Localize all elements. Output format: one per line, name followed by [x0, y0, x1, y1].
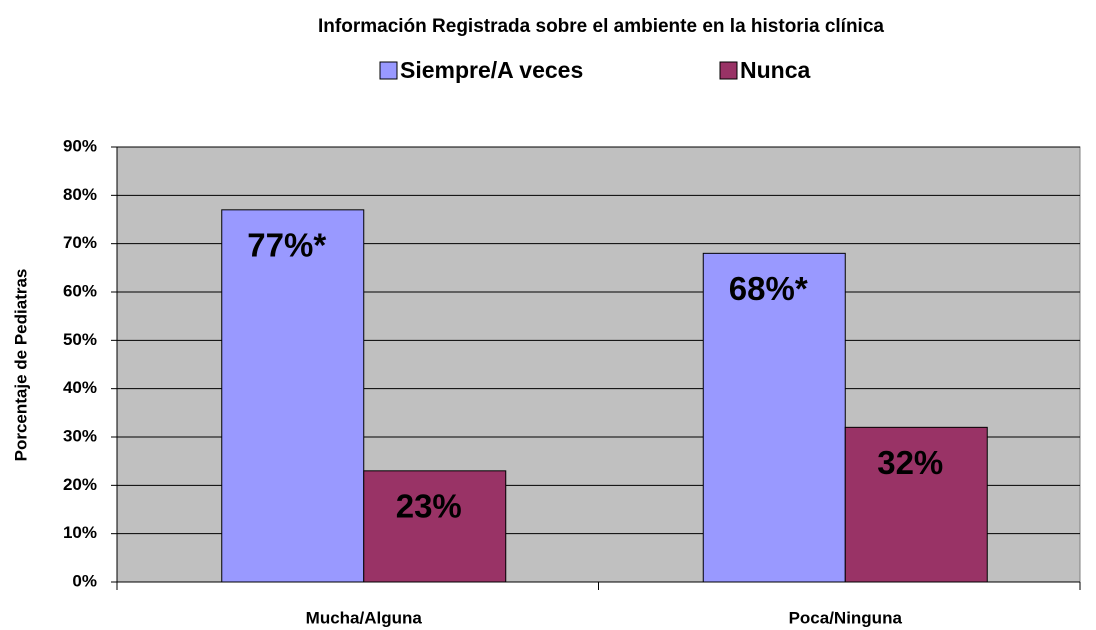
y-tick-label: 20%: [63, 475, 97, 494]
bar: [363, 470, 507, 583]
value-label: 23%: [396, 488, 462, 525]
y-tick-label: 0%: [72, 571, 97, 590]
y-tick-label: 50%: [63, 330, 97, 349]
bar: [221, 209, 365, 583]
bar: [702, 252, 846, 583]
value-label: 77%*: [247, 227, 326, 264]
chart-title: Información Registrada sobre el ambiente…: [318, 16, 884, 37]
y-tick-label: 70%: [63, 233, 97, 252]
legend-swatch: [719, 61, 738, 80]
y-tick-label: 80%: [63, 185, 97, 204]
y-tick-label: 60%: [63, 281, 97, 300]
bar: [844, 426, 988, 583]
y-tick-label: 10%: [63, 523, 97, 542]
x-tick-label: Poca/Ninguna: [789, 608, 903, 627]
y-axis-title: Porcentaje de Pediatras: [11, 269, 30, 462]
legend-label: Nunca: [740, 57, 811, 83]
value-label: 32%: [877, 444, 943, 481]
value-label: 68%*: [729, 270, 808, 307]
x-tick-label: Mucha/Alguna: [306, 608, 423, 627]
legend-swatch: [379, 61, 398, 80]
legend-label: Siempre/A veces: [400, 57, 583, 83]
y-tick-label: 30%: [63, 426, 97, 445]
y-tick-label: 90%: [63, 136, 97, 155]
y-tick-label: 40%: [63, 378, 97, 397]
